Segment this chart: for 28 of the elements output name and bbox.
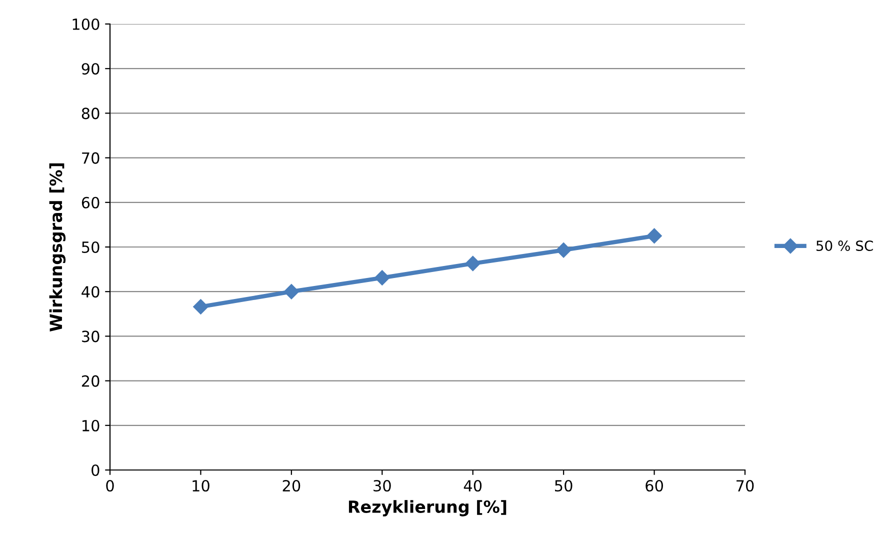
point	[646, 228, 662, 244]
y-tick-label: 80	[82, 108, 100, 120]
y-tick-label: 100	[72, 18, 100, 30]
x-axis-title: Rezyklierung [%]	[348, 500, 506, 516]
point	[465, 256, 480, 272]
x-tick-label: 70	[736, 480, 754, 492]
y-tick-label: 20	[82, 375, 100, 387]
y-tick-label: 0	[92, 464, 100, 476]
point	[284, 284, 299, 300]
y-tick-label: 40	[82, 286, 100, 298]
y-tick-label: 30	[82, 330, 100, 342]
x-tick-label: 0	[106, 480, 114, 492]
x-tick-label: 40	[464, 480, 482, 492]
point	[193, 299, 208, 314]
x-tick-label: 20	[282, 480, 300, 492]
y-tick-label: 50	[82, 241, 100, 254]
point	[556, 242, 572, 258]
point	[374, 270, 390, 286]
y-tick-label: 90	[82, 63, 100, 75]
x-tick-label: 10	[192, 480, 210, 492]
x-tick-label: 30	[374, 480, 391, 492]
x-tick-label: 60	[646, 480, 663, 492]
y-axis-title: Wirkungsgrad [%]	[49, 163, 66, 332]
y-tick-label: 70	[82, 152, 100, 164]
y-tick-label: 60	[82, 196, 100, 208]
legend-label: 50 % SC	[816, 240, 873, 252]
x-tick-label: 50	[555, 480, 572, 492]
y-tick-label: 10	[82, 420, 100, 432]
